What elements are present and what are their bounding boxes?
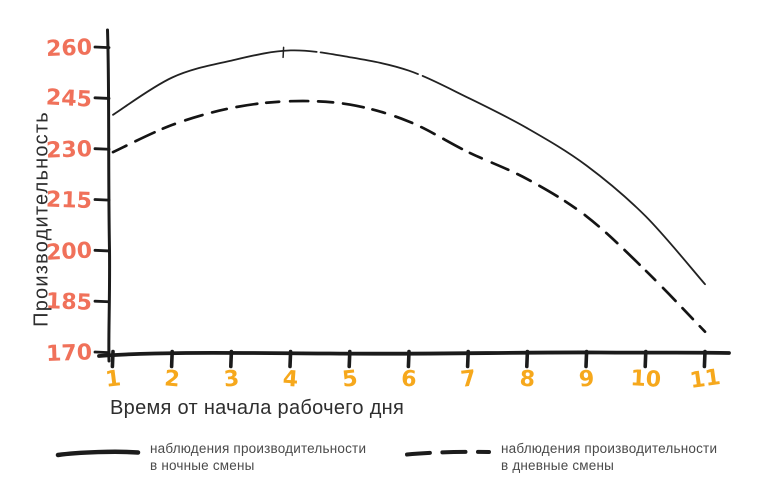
dashed-line-swatch [405, 449, 491, 457]
night-shift-line [112, 49, 706, 286]
y-tick-mark [93, 299, 111, 304]
y-axis-line [106, 28, 112, 363]
x-tick-mark [347, 349, 352, 369]
x-tick-label: 6 [401, 367, 418, 393]
x-tick-mark [524, 349, 530, 369]
x-tick-label: 8 [519, 366, 536, 392]
x-tick-mark [229, 349, 234, 369]
legend-day-shift: наблюдения производительности в дневные … [404, 440, 717, 474]
y-tick-label: 185 [46, 289, 93, 316]
peak-mark [282, 46, 285, 59]
y-tick-mark [93, 198, 111, 202]
x-tick-mark [643, 349, 648, 369]
x-tick-label: 2 [163, 366, 180, 392]
x-axis-line [97, 350, 731, 358]
solid-line-swatch [55, 449, 141, 458]
x-tick-mark [465, 349, 471, 369]
x-tick-label: 9 [578, 366, 595, 392]
x-tick-mark [406, 349, 411, 369]
legend-day-label: наблюдения производительности в дневные … [501, 441, 718, 473]
x-tick-mark [288, 349, 293, 369]
y-tick-mark [93, 350, 111, 355]
y-tick-label: 260 [46, 35, 93, 62]
legend-night-shift: наблюдения производительности в ночные с… [55, 440, 366, 474]
y-tick-label: 245 [45, 85, 92, 112]
x-tick-label: 7 [459, 366, 477, 393]
x-axis-label: Время от начала рабочего дня [110, 397, 405, 419]
x-tick-label: 11 [688, 365, 722, 394]
y-tick-label: 170 [46, 340, 93, 367]
x-tick-mark [584, 349, 589, 369]
day-shift-line [111, 99, 707, 334]
x-tick-label: 3 [223, 366, 240, 392]
y-tick-label: 200 [46, 238, 93, 265]
x-tick-label: 4 [282, 366, 299, 392]
y-tick-mark [93, 96, 111, 100]
x-tick-mark [110, 349, 115, 369]
y-tick-mark [93, 45, 111, 49]
y-tick-label: 230 [46, 137, 93, 164]
x-tick-label: 10 [630, 366, 662, 393]
x-tick-mark [169, 349, 174, 369]
x-tick-label: 5 [341, 366, 359, 392]
y-axis-label: Производительность [30, 111, 53, 327]
legend-night-label: наблюдения производительности в ночные с… [150, 441, 367, 473]
x-tick-label: 1 [104, 366, 122, 393]
y-tick-mark [93, 147, 111, 151]
y-tick-mark [93, 248, 111, 253]
y-tick-label: 215 [46, 187, 93, 214]
x-tick-mark [702, 349, 707, 369]
